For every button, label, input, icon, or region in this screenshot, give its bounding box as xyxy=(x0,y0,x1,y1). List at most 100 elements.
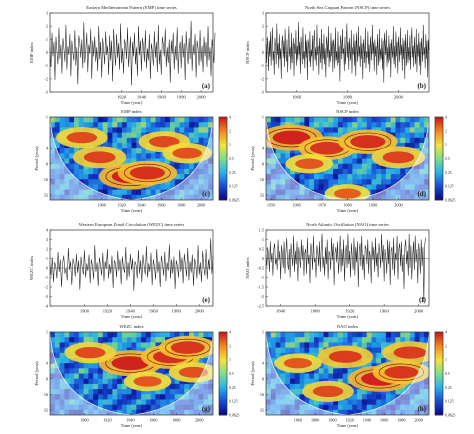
nscp-wavelet-power-feature-core xyxy=(334,188,361,199)
wezc-wavelet-power-cell xyxy=(97,394,104,401)
emp-wavelet-power-cell xyxy=(69,163,75,170)
emp-ts-panel-label: (a) xyxy=(202,82,211,90)
nscp-wavelet-power-cell xyxy=(289,184,296,191)
nao-wavelet-power-cell xyxy=(309,347,315,354)
wezc-wavelet-power-cell xyxy=(150,332,157,338)
nscp-wavelet-power-cell xyxy=(424,174,429,180)
wezc-wavelet-colorbar-segment xyxy=(219,348,227,352)
wezc-wavelet-power-cell xyxy=(189,399,195,406)
wezc-wavelet-power-cell xyxy=(136,394,142,401)
wezc-wavelet-power-cell xyxy=(69,373,75,380)
wezc-wavelet-power-cell xyxy=(102,332,109,338)
nao-wavelet-colorbar-segment xyxy=(435,394,443,397)
nscp-wavelet-colorbar-segment xyxy=(435,173,443,176)
nscp-wavelet-power-cell xyxy=(304,117,310,123)
nao-wavelet-power-cell xyxy=(361,337,368,343)
nao-wavelet-power-cell xyxy=(347,409,353,415)
emp-wavelet-power-cell xyxy=(174,194,181,200)
nao-wavelet-power-cell xyxy=(371,347,377,354)
wezc-wavelet-colorbar-label: 0.25 xyxy=(229,386,236,390)
wezc-wavelet-power-cell xyxy=(107,342,113,349)
wezc-wavelet-power-cell xyxy=(78,399,85,406)
nao-wavelet-xtick-label: 2000 xyxy=(414,418,422,423)
nscp-ts-series-line xyxy=(265,22,430,83)
nao-wavelet-xtick-label: 1900 xyxy=(328,418,336,423)
nao-wavelet-power-cell xyxy=(342,368,349,375)
nscp-wavelet-colorbar-segment xyxy=(435,123,443,126)
nao-wavelet-power-cell xyxy=(347,404,353,411)
wezc-wavelet-power-cell xyxy=(50,357,56,364)
nao-wavelet-colorbar-segment xyxy=(435,383,443,387)
emp-wavelet-power-cell xyxy=(155,122,161,128)
nscp-wavelet-power-cell xyxy=(294,117,301,123)
wezc-wavelet-power-cell xyxy=(121,373,128,380)
emp-wavelet-colorbar-segment xyxy=(219,117,227,120)
nao-wavelet-power-cell xyxy=(414,394,421,401)
nscp-wavelet-power-cell xyxy=(342,158,349,165)
emp-wavelet-power-cell xyxy=(121,122,128,128)
nao-wavelet-power-cell xyxy=(385,404,392,411)
nao-wavelet-colorbar-segment xyxy=(435,356,443,360)
emp-wavelet-power-cell xyxy=(64,194,70,200)
wezc-wavelet-power-cell xyxy=(73,404,80,411)
nao-wavelet-power-cell xyxy=(323,363,329,369)
emp-wavelet-power-cell xyxy=(145,122,152,128)
nscp-wavelet-power-cell xyxy=(424,122,429,128)
emp-wavelet-power-cell xyxy=(54,179,61,186)
nscp-wavelet-xtick-label: 1950 xyxy=(267,203,275,208)
nao-wavelet-power-cell xyxy=(409,399,416,406)
nscp-wavelet-power-cell xyxy=(366,179,373,186)
nscp-wavelet-power-cell xyxy=(409,194,416,200)
nao-wavelet-power-cell xyxy=(352,337,358,343)
nao-wavelet-power-cell xyxy=(337,378,344,385)
nscp-ts-xtick-label: 1980 xyxy=(343,95,353,100)
nscp-wavelet-power-cell xyxy=(385,179,392,186)
nao-wavelet-cone-of-influence-edge xyxy=(266,332,429,415)
emp-wavelet-power-cell xyxy=(69,184,75,191)
nao-wavelet-power-cell xyxy=(376,357,382,364)
wezc-wavelet-colorbar-segment xyxy=(219,394,227,397)
nscp-wavelet-power-cell xyxy=(304,184,310,191)
nscp-wavelet-colorbar-segment xyxy=(435,179,443,182)
wezc-wavelet-power-cell xyxy=(203,394,209,401)
wezc-wavelet-power-cell xyxy=(69,383,75,390)
emp-wavelet-power-cell xyxy=(155,117,161,123)
nao-wavelet-power-cell xyxy=(299,373,305,380)
nao-wavelet-power-cell xyxy=(333,337,339,343)
emp-wavelet-power-cell xyxy=(150,153,157,160)
emp-wavelet-power-cell xyxy=(174,179,181,186)
emp-wavelet-power-cell xyxy=(136,153,142,160)
emp-wavelet-power-cell xyxy=(78,194,85,200)
wezc-wavelet-power-cell xyxy=(160,332,166,338)
emp-wavelet-power-cell xyxy=(83,122,89,128)
nscp-wavelet-power-cell xyxy=(405,184,411,191)
nao-wavelet-power-cell xyxy=(424,383,429,390)
wezc-wavelet-power-cell xyxy=(97,337,104,343)
nao-wavelet-power-cell xyxy=(385,357,392,364)
emp-wavelet-power-cell xyxy=(50,127,56,134)
wezc-wavelet-xtick-label: 1920 xyxy=(103,418,111,423)
emp-wavelet-power-cell xyxy=(131,122,137,128)
nao-wavelet-power-cell xyxy=(313,404,320,411)
emp-wavelet-power-cell xyxy=(160,158,166,165)
nscp-wavelet-power-cell xyxy=(347,163,353,170)
nao-wavelet-colorbar-segment xyxy=(435,344,443,347)
nscp-wavelet-colorbar-segment xyxy=(435,162,443,166)
nao-wavelet-colorbar-segment xyxy=(435,410,443,414)
wezc-wavelet-power-cell xyxy=(155,409,161,415)
wezc-wavelet-power-cell xyxy=(117,378,123,385)
nscp-wavelet-power-cell xyxy=(395,184,401,191)
nao-wavelet-power-cell xyxy=(361,332,368,338)
nao-wavelet-power-cell xyxy=(352,399,358,406)
emp-wavelet-power-cell xyxy=(83,174,89,180)
emp-wavelet-power-cell xyxy=(117,122,123,128)
wezc-wavelet-power-cell xyxy=(59,332,65,338)
nao-wavelet-power-cell xyxy=(381,332,387,338)
nscp-wavelet-power-cell xyxy=(395,132,401,139)
emp-wavelet-power-cell xyxy=(88,168,94,175)
nscp-wavelet-power-cell xyxy=(328,179,334,186)
emp-ts-ytick-label: 0 xyxy=(46,50,48,55)
nao-wavelet-power-cell xyxy=(400,332,406,338)
wezc-wavelet-colorbar-segment xyxy=(219,361,227,364)
wezc-wavelet-power-cell xyxy=(189,404,195,411)
